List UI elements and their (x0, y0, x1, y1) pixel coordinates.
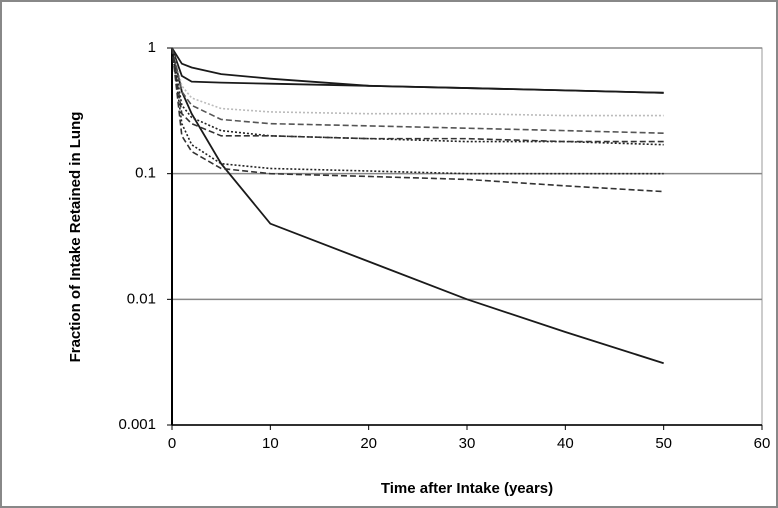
x-tick-label: 40 (557, 435, 574, 452)
y-tick-label: 0.01 (127, 290, 156, 307)
series-line (171, 47, 664, 146)
x-axis-title: Time after Intake (years) (381, 480, 553, 497)
y-tick-label: 1 (148, 39, 156, 56)
x-tick-label: 0 (168, 435, 176, 452)
x-tick-label: 60 (754, 435, 771, 452)
x-tick-label: 20 (360, 435, 377, 452)
y-axis-title: Fraction of Intake Retained in Lung (67, 112, 84, 363)
x-tick-label: 10 (262, 435, 279, 452)
x-tick-label: 30 (459, 435, 476, 452)
series-line (171, 47, 664, 365)
y-tick-label: 0.1 (135, 165, 156, 182)
series-line (171, 47, 664, 193)
series-line (171, 47, 664, 175)
series-line (171, 47, 664, 134)
series-line (171, 47, 664, 94)
x-tick-label: 50 (655, 435, 672, 452)
series-line (171, 47, 664, 117)
y-tick-label: 0.001 (118, 416, 156, 433)
series-line (171, 47, 664, 143)
